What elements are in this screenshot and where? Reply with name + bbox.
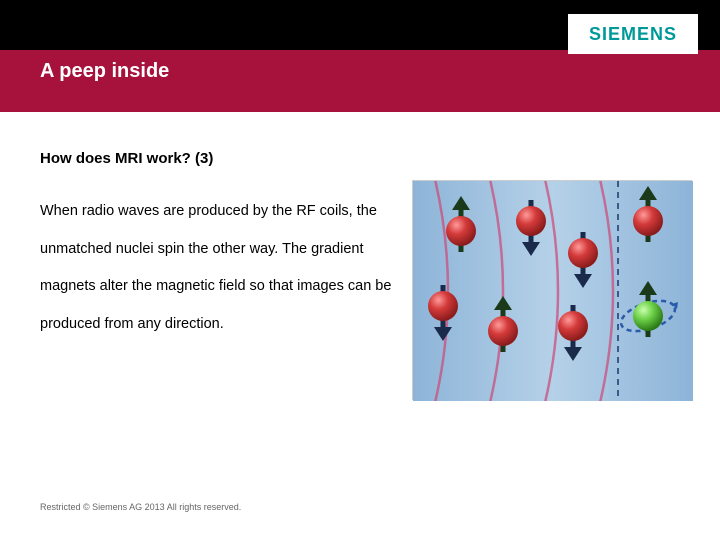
content-subtitle: How does MRI work? (3) bbox=[40, 150, 400, 167]
header: SIEMENS A peep inside bbox=[0, 0, 720, 112]
logo-text: SIEMENS bbox=[589, 24, 677, 45]
content-body: When radio waves are produced by the RF … bbox=[40, 193, 400, 344]
content-area: How does MRI work? (3) When radio waves … bbox=[40, 150, 400, 344]
logo: SIEMENS bbox=[568, 14, 698, 54]
mri-diagram bbox=[412, 180, 692, 400]
slide-title: A peep inside bbox=[40, 60, 169, 83]
footer-text: Restricted © Siemens AG 2013 All rights … bbox=[40, 502, 241, 512]
